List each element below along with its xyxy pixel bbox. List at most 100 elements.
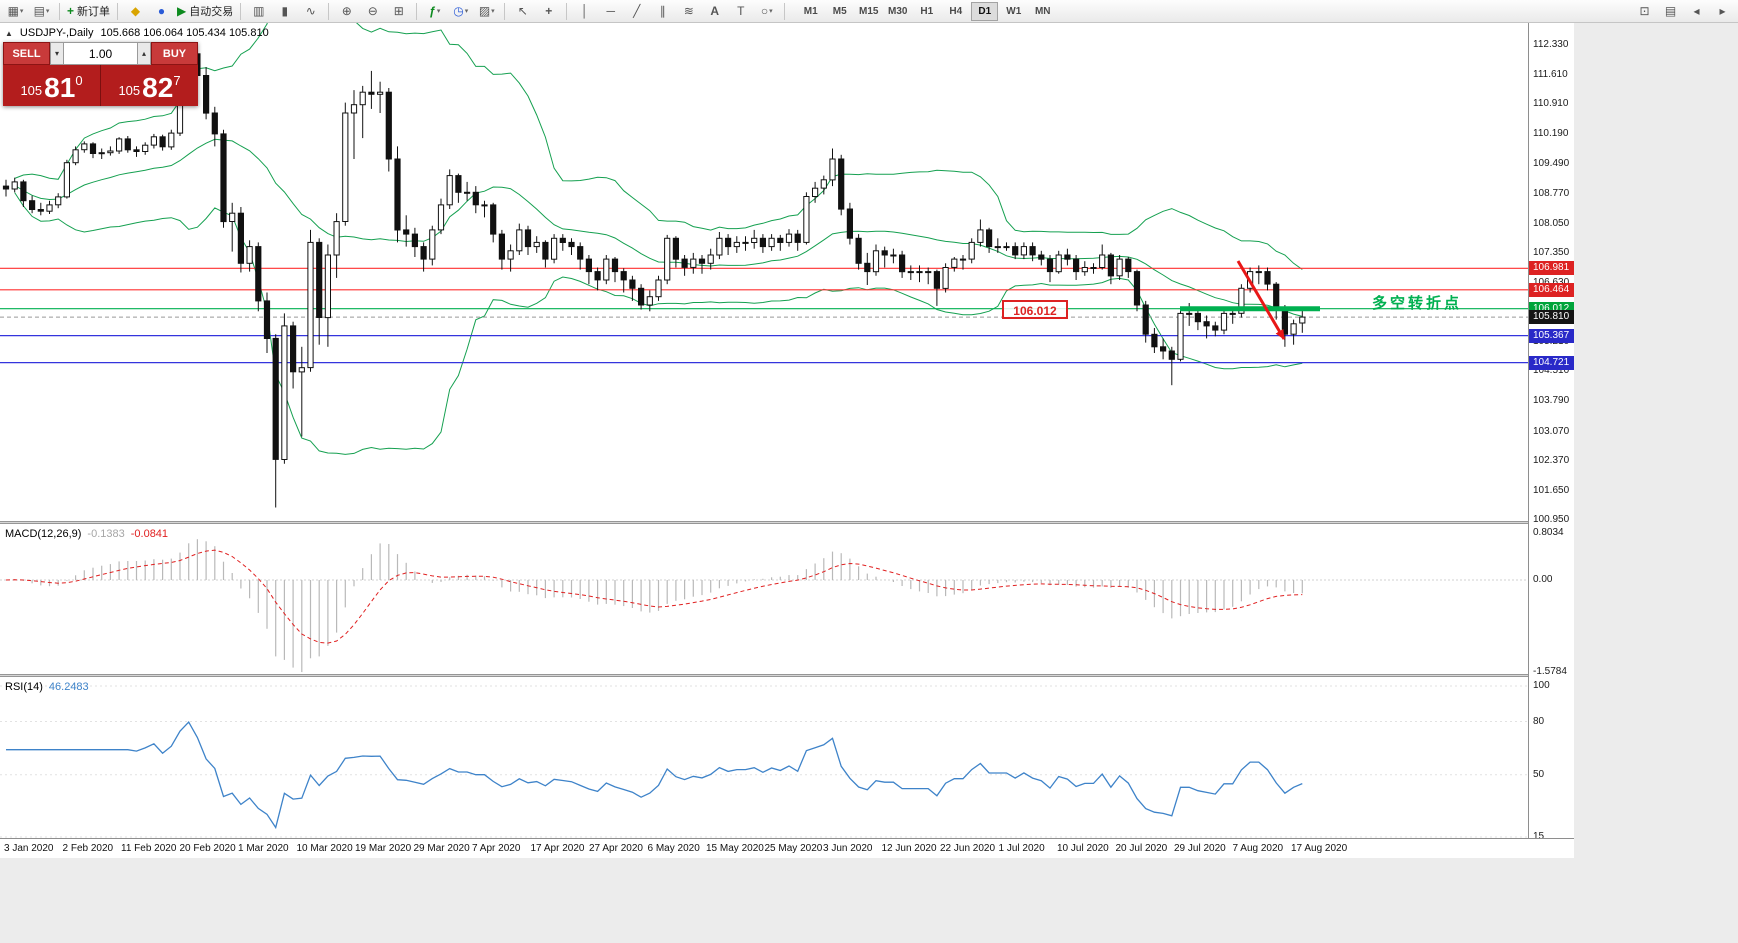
metaeditor-button[interactable]: ◆ <box>123 2 148 21</box>
market-watch-button[interactable]: ● <box>149 2 174 21</box>
crosshair-button[interactable]: + <box>536 2 561 21</box>
price-tick: 107.350 <box>1533 246 1570 258</box>
chevron-down-icon: ▾ <box>769 8 773 15</box>
macd-pane-canvas[interactable] <box>0 524 1528 674</box>
bar-chart-button[interactable]: ▥ <box>246 2 271 21</box>
indicators-button[interactable]: ƒ ▾ <box>422 2 447 21</box>
toolbar-grid-button[interactable]: ▤ <box>1658 2 1683 21</box>
templates-button[interactable]: ▨ ▾ <box>474 2 499 21</box>
candlestick-button[interactable]: ▮ <box>272 2 297 21</box>
arrow-label-button[interactable]: T <box>728 2 753 21</box>
buy-button[interactable]: BUY <box>151 42 198 65</box>
price-tick: 104.510 <box>1533 365 1570 377</box>
date-label: 1 Jul 2020 <box>998 843 1045 854</box>
play-icon: ▶ <box>177 4 187 18</box>
toolbar-window-button[interactable]: ⊡ <box>1632 2 1657 21</box>
grid-icon: ▤ <box>1664 4 1677 18</box>
ask-pip-digit: 7 <box>173 73 181 88</box>
timeframe-button-M5[interactable]: M5 <box>832 5 847 17</box>
price-tick: 109.490 <box>1533 157 1570 169</box>
channel-button[interactable]: ∥ <box>650 2 675 21</box>
date-label: 25 May 2020 <box>764 843 823 854</box>
timeframe-button-D1[interactable]: D1 <box>971 1 999 21</box>
bottom-filler-panel <box>0 858 1738 943</box>
rsi-axis-tick: 80 <box>1533 715 1545 727</box>
price-tick: 110.190 <box>1533 128 1569 140</box>
timeframe-button-H4[interactable]: H4 <box>949 5 963 17</box>
crosshair-icon: + <box>545 4 553 18</box>
timeframe-button-M1[interactable]: M1 <box>803 5 818 17</box>
new-order-button[interactable]: + 新订单 <box>65 2 112 21</box>
shapes-button[interactable]: ○ ▾ <box>754 2 779 21</box>
template-icon: ▨ <box>478 4 491 18</box>
zoom-in-button[interactable]: ⊕ <box>334 2 359 21</box>
sell-button[interactable]: SELL <box>3 42 50 65</box>
tile-windows-button[interactable]: ⊞ <box>386 2 411 21</box>
timeframe-button-W1[interactable]: W1 <box>1006 5 1022 17</box>
toolbar-separator <box>117 2 119 20</box>
price-marker: 106.981 <box>1529 261 1575 276</box>
date-label: 3 Jun 2020 <box>823 843 873 854</box>
macd-name: MACD(12,26,9) <box>5 528 82 540</box>
ask-price-button[interactable]: 105 82 7 <box>101 65 198 106</box>
pane-splitter[interactable] <box>0 674 1574 677</box>
zoom-in-icon: ⊕ <box>341 4 352 18</box>
date-label: 20 Feb 2020 <box>179 843 236 854</box>
date-label: 7 Apr 2020 <box>472 843 521 854</box>
rsi-pane-canvas[interactable] <box>0 677 1528 838</box>
toolbar-separator <box>784 2 786 20</box>
toolbar-scroll-right-button[interactable]: ▸ <box>1710 2 1735 21</box>
new-chart-button[interactable]: ▦ ▾ <box>3 2 28 21</box>
macd-axis-tick: -1.5784 <box>1533 666 1567 678</box>
main-chart-canvas[interactable] <box>0 23 1528 521</box>
profiles-button[interactable]: ▤ ▾ <box>29 2 54 21</box>
chevron-down-icon: ▾ <box>464 8 469 15</box>
date-label: 29 Mar 2020 <box>413 843 470 854</box>
date-label: 12 Jun 2020 <box>881 843 937 854</box>
date-label: 10 Jul 2020 <box>1057 843 1109 854</box>
timeframe-button-M15[interactable]: M15 <box>859 5 879 17</box>
volume-input[interactable]: 1.00 <box>64 42 137 65</box>
toolbar-scroll-left-button[interactable]: ◂ <box>1684 2 1709 21</box>
autotrading-button[interactable]: ▶ 自动交易 <box>175 2 235 21</box>
price-axis[interactable]: 112.330 111.610 110.910 110.190 109.490 108.7… <box>1528 23 1575 858</box>
panel-toggle-icon[interactable]: ▲ <box>5 28 13 38</box>
pane-splitter[interactable] <box>0 521 1574 524</box>
line-chart-button[interactable]: ∿ <box>298 2 323 21</box>
price-tick: 106.630 <box>1533 277 1569 288</box>
text-button[interactable]: A <box>702 2 727 21</box>
price-annotation-box[interactable]: 106.012 <box>1002 300 1068 319</box>
window-icon: ⊡ <box>1639 4 1650 18</box>
bar-chart-icon: ▥ <box>253 4 265 18</box>
line-chart-icon: ∿ <box>305 4 316 18</box>
date-label: 19 Mar 2020 <box>355 843 412 854</box>
bid-price-button[interactable]: 105 81 0 <box>3 65 100 106</box>
tile-windows-icon: ⊞ <box>393 4 404 18</box>
vertical-line-icon: │ <box>581 4 589 18</box>
trendline-button[interactable]: ╱ <box>624 2 649 21</box>
main-toolbar: ▦ ▾ ▤ ▾ + 新订单 ◆ ● ▶ 自动交易 ▥ ▮ ∿ ⊕ ⊖ ⊞ ƒ ▾ ◷ ▾ ▨… <box>0 0 1738 23</box>
ask-big-digits: 82 <box>142 72 174 103</box>
turning-point-label[interactable]: 多空转折点 <box>1372 295 1463 312</box>
horizontal-line-button[interactable]: ─ <box>598 2 623 21</box>
fibonacci-button[interactable]: ≋ <box>676 2 701 21</box>
volume-increase-button[interactable]: ▴ <box>137 42 151 65</box>
time-axis[interactable]: 3 Jan 2020 2 Feb 2020 11 Feb 2020 20 Feb 20… <box>0 838 1574 858</box>
vertical-line-button[interactable]: │ <box>572 2 597 21</box>
periods-button[interactable]: ◷ ▾ <box>448 2 473 21</box>
price-tick: 111.610 <box>1533 69 1568 81</box>
zoom-out-button[interactable]: ⊖ <box>360 2 385 21</box>
date-label: 22 Jun 2020 <box>940 843 996 854</box>
cursor-button[interactable]: ↖ <box>510 2 535 21</box>
date-label: 17 Apr 2020 <box>530 843 585 854</box>
price-tick: 101.650 <box>1533 484 1570 496</box>
volume-decrease-button[interactable]: ▾ <box>50 42 64 65</box>
toolbar-separator <box>59 2 60 20</box>
macd-axis-tick: 0.8034 <box>1533 527 1564 539</box>
timeframe-button-H1[interactable]: H1 <box>920 5 934 17</box>
right-filler-panel <box>1574 23 1738 943</box>
price-marker: 104.721 <box>1529 355 1575 370</box>
timeframe-button-M30[interactable]: M30 <box>888 5 908 17</box>
timeframe-button-MN[interactable]: MN <box>1034 5 1051 17</box>
